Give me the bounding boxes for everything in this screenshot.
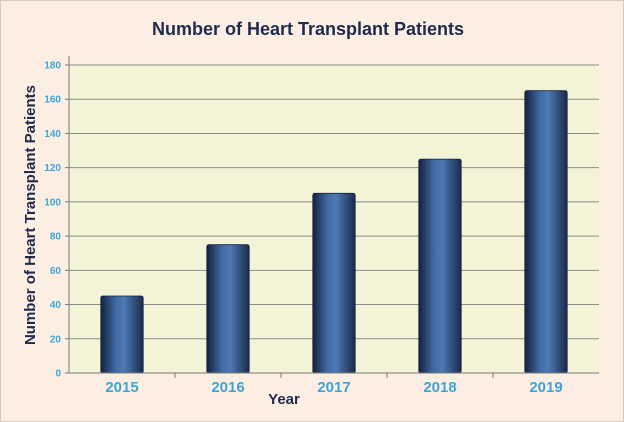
y-tick-label: 100 <box>44 197 61 208</box>
y-tick-label: 140 <box>44 129 61 140</box>
x-tick-label: 2019 <box>529 379 562 396</box>
y-tick-label: 0 <box>55 369 61 380</box>
x-axis-label: Year <box>268 391 300 408</box>
y-tick-label: 160 <box>44 95 61 106</box>
y-tick-label: 180 <box>44 61 61 72</box>
x-tick-label: 2016 <box>211 379 244 396</box>
y-tick-label: 60 <box>50 266 62 277</box>
x-tick-label: 2015 <box>105 379 138 396</box>
x-axis-ticks: 2015 2016 2017 2018 2019 <box>105 373 563 396</box>
x-tick-label: 2018 <box>423 379 456 396</box>
y-tick-label: 20 <box>50 334 62 345</box>
y-axis-label: Number of Heart Transplant Patients <box>22 85 39 345</box>
bar-2018 <box>418 158 462 374</box>
bars <box>100 90 568 374</box>
y-tick-label: 120 <box>44 163 61 174</box>
y-tick-label: 80 <box>50 232 62 243</box>
chart-title: Number of Heart Transplant Patients <box>152 19 464 39</box>
y-tick-label: 40 <box>50 300 62 311</box>
y-axis-ticks: 0 20 40 60 80 100 120 140 160 180 <box>44 61 69 380</box>
x-tick-label: 2017 <box>317 379 350 396</box>
bar-2015 <box>100 295 144 374</box>
bar-2016 <box>206 244 250 374</box>
bar-2019 <box>524 90 568 374</box>
bar-2017 <box>312 192 356 374</box>
